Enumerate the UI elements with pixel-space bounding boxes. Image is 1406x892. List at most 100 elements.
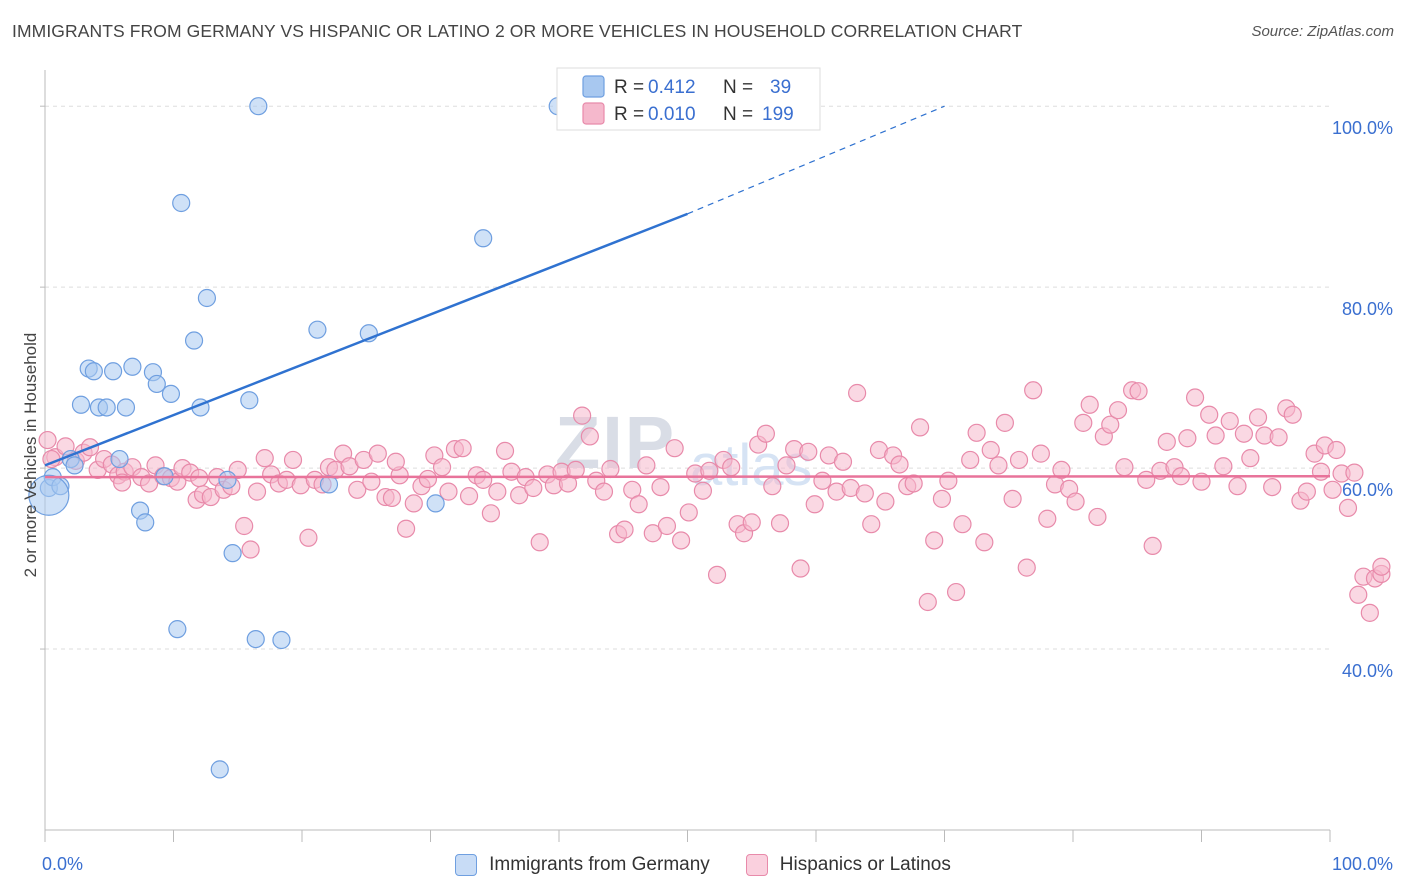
hispanics-point [700, 461, 719, 480]
bottom-legend-swatch-germany [455, 854, 478, 876]
hispanics-point [474, 470, 493, 489]
legend-n-germany: 39 [770, 77, 791, 98]
hispanics-point [862, 515, 881, 534]
hispanics-point [1338, 498, 1358, 518]
hispanics-point [904, 474, 923, 493]
hispanics-point [1283, 405, 1302, 424]
hispanics-point [629, 495, 648, 514]
hispanics-point [946, 582, 966, 602]
hispanics-point [558, 474, 578, 493]
hispanics-point [1143, 536, 1162, 556]
hispanics-point [1228, 477, 1247, 496]
y-axis-title: 2 or more Vehicles in Household [21, 333, 40, 578]
hispanics-point [601, 459, 620, 479]
hispanics-point [510, 486, 529, 505]
hispanics-point [139, 474, 159, 493]
hispanics-point [1327, 440, 1346, 460]
hispanics-point [495, 441, 515, 461]
hispanics-point [981, 440, 1000, 460]
hispanics-point [404, 494, 423, 513]
legend-swatch-germany [582, 75, 605, 98]
hispanics-point [594, 482, 614, 501]
germany-point [123, 357, 142, 376]
hispanics-point [1088, 507, 1107, 527]
hispanics-point [1200, 405, 1219, 424]
germany-point [197, 288, 217, 308]
germany-point [97, 398, 116, 417]
bottom-legend-item-hispanics[interactable]: Hispanics or Latinos [745, 854, 951, 876]
hispanics-point [742, 513, 761, 532]
hispanics-point [530, 533, 549, 552]
germany-point [319, 475, 339, 494]
hispanics-point [1017, 558, 1036, 577]
legend-n-label-germany: N = [723, 77, 753, 98]
bottom-legend-label-germany: Immigrants from Germany [489, 854, 710, 875]
hispanics-point [975, 533, 994, 552]
hispanics-point [876, 492, 895, 511]
hispanics-point [573, 406, 592, 425]
hispanics-point [459, 487, 479, 506]
germany-point [249, 97, 268, 116]
y-tick-label: 60.0% [1342, 480, 1393, 500]
hispanics-point [432, 458, 452, 477]
hispanics-point [770, 514, 790, 533]
hispanics-point [524, 478, 543, 498]
hispanics-point [348, 480, 367, 499]
germany-point [147, 374, 166, 394]
hispanics-point [961, 450, 980, 470]
hispanics-point [925, 531, 944, 550]
germany-point [308, 320, 327, 339]
legend: R = 0.412 N = 39 R = 0.010 N = 199 [556, 67, 821, 131]
x-tick-labels: 0.0% 100.0% [42, 854, 1393, 874]
bottom-legend-swatch-hispanics [745, 854, 768, 876]
legend-r-label-germany: R = [614, 77, 644, 98]
hispanics-point [1263, 477, 1282, 497]
hispanics-point [1157, 432, 1176, 451]
hispanics-point [777, 456, 796, 475]
trend-lines [44, 105, 1331, 479]
hispanics-point [368, 444, 387, 463]
germany-point [104, 362, 123, 381]
hispanics-point [1101, 415, 1120, 434]
germany-point [246, 629, 265, 649]
hispanics-point [651, 477, 670, 497]
hispanics-point [657, 516, 677, 536]
hispanics-point [247, 482, 267, 501]
legend-r-hispanics: 0.010 [648, 104, 696, 125]
y-tick-label: 100.0% [1332, 118, 1393, 138]
hispanics-point [1297, 482, 1316, 501]
hispanics-point [453, 439, 472, 458]
legend-swatch-hispanics [582, 102, 605, 125]
hispanics-point [756, 424, 775, 443]
y-tick-label: 40.0% [1342, 661, 1393, 681]
germany-point [161, 384, 181, 404]
hispanics-point [382, 488, 402, 508]
hispanics-point [1024, 381, 1043, 400]
hispanics-point [1066, 492, 1085, 511]
germany-point [210, 760, 229, 779]
hispanics-point [989, 456, 1008, 475]
hispanics-point [1080, 395, 1099, 414]
hispanics-point [241, 540, 260, 559]
hispanics-point [1129, 382, 1148, 401]
hispanics-point [799, 442, 818, 461]
legend-n-hispanics: 199 [762, 104, 794, 125]
hispanics-point [855, 484, 874, 503]
hispanics-point [939, 471, 958, 490]
bottom-legend-item-germany[interactable]: Immigrants from Germany [455, 854, 710, 876]
hispanics-point [299, 528, 318, 547]
hispanics-point [615, 520, 634, 539]
germany-point [184, 331, 204, 350]
hispanics-point [580, 427, 599, 446]
hispanics-point [953, 515, 972, 534]
source-label: Source: ZipAtlas.com [1251, 23, 1394, 40]
hispanics-point [671, 531, 691, 550]
hispanics-point [38, 430, 57, 450]
hispanics-point [1108, 401, 1128, 420]
hispanics-point [1074, 413, 1093, 432]
hispanics-point [439, 482, 458, 501]
hispanics-point [805, 495, 824, 514]
hispanics-point [1360, 603, 1379, 622]
hispanics-point [890, 455, 909, 474]
